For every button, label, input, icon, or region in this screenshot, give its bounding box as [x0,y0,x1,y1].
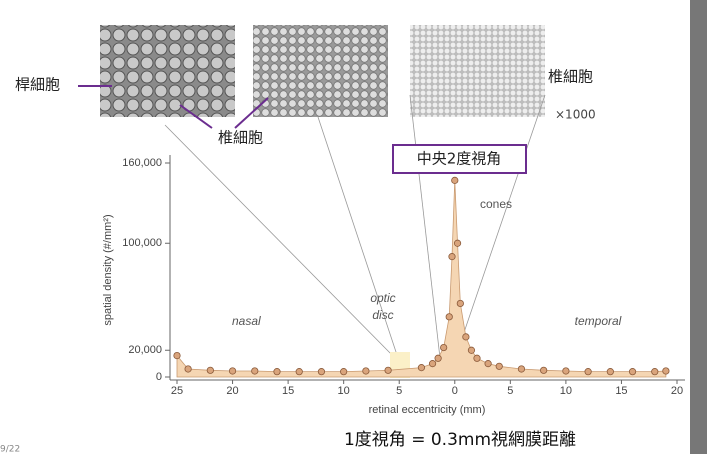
micrograph [410,25,545,117]
data-point [434,354,442,362]
data-point [440,343,448,352]
data-point [517,365,526,373]
annotation: optic [370,291,395,305]
data-point [651,368,659,376]
x-tick-label: 5 [507,385,513,397]
data-point [362,367,370,375]
area [176,180,667,378]
data-point [606,368,614,376]
cone-label: 椎細胞 [548,68,593,86]
data-point [448,253,456,261]
data-point [628,368,637,376]
footnote: 1度視角 = 0.3mm視網膜距離 [344,430,576,450]
annotation: temporal [575,314,622,328]
data-point [317,368,326,376]
x-tick-label: 25 [171,385,183,397]
annotation: nasal [232,314,261,328]
data-point [495,362,503,370]
x-tick-label: 15 [282,385,294,397]
annotation: disc [372,308,393,322]
data-point [484,360,492,368]
page-number: 9/22 [0,445,20,454]
data-point [417,364,426,372]
rod-label: 桿細胞 [15,76,60,94]
data-point [540,366,548,374]
y-tick-label: 100,000 [122,237,162,249]
data-point [562,367,570,375]
data-point [340,368,348,376]
x-tick-label: 10 [338,385,350,397]
data-point [662,367,670,375]
data-point [251,367,259,375]
data-point [173,351,181,360]
data-point [384,366,392,374]
data-point [228,367,237,375]
fovea-label: 中央2度視角 [417,150,502,168]
x-tick-label: 5 [396,385,402,397]
x-tick-label: 20 [671,385,683,397]
data-point [584,368,592,376]
series-label: cones [480,197,512,211]
data-point [462,333,470,341]
fovea-box [392,144,527,174]
micrograph [253,25,388,117]
data-point [456,299,464,308]
pointer-lines [78,85,269,129]
x-tick-label: 20 [226,385,238,397]
data-point [428,360,437,368]
y-tick-label: 0 [156,371,162,383]
screen-edge [690,0,707,454]
data-point [184,365,192,373]
magnification: ×1000 [555,108,596,122]
y-axis-title: spatial density (#/mm²) [102,214,114,325]
data-point [295,368,303,376]
x-axis-title: retinal eccentricity (mm) [369,404,486,416]
data-point [473,354,481,362]
data-point [451,176,459,184]
data-point [467,346,476,354]
x-tick-label: 15 [615,385,627,397]
y-tick-label: 20,000 [128,344,162,356]
data-point [453,239,462,247]
data-point [273,368,281,376]
y-tick-label: 160,000 [122,157,162,169]
connector-lines [164,94,546,359]
x-tick-label: 10 [560,385,572,397]
data-point [445,313,453,321]
x-tick-label: 0 [452,385,458,397]
micrograph [100,25,235,117]
cone-label: 椎細胞 [218,129,263,147]
data-point [206,366,214,374]
